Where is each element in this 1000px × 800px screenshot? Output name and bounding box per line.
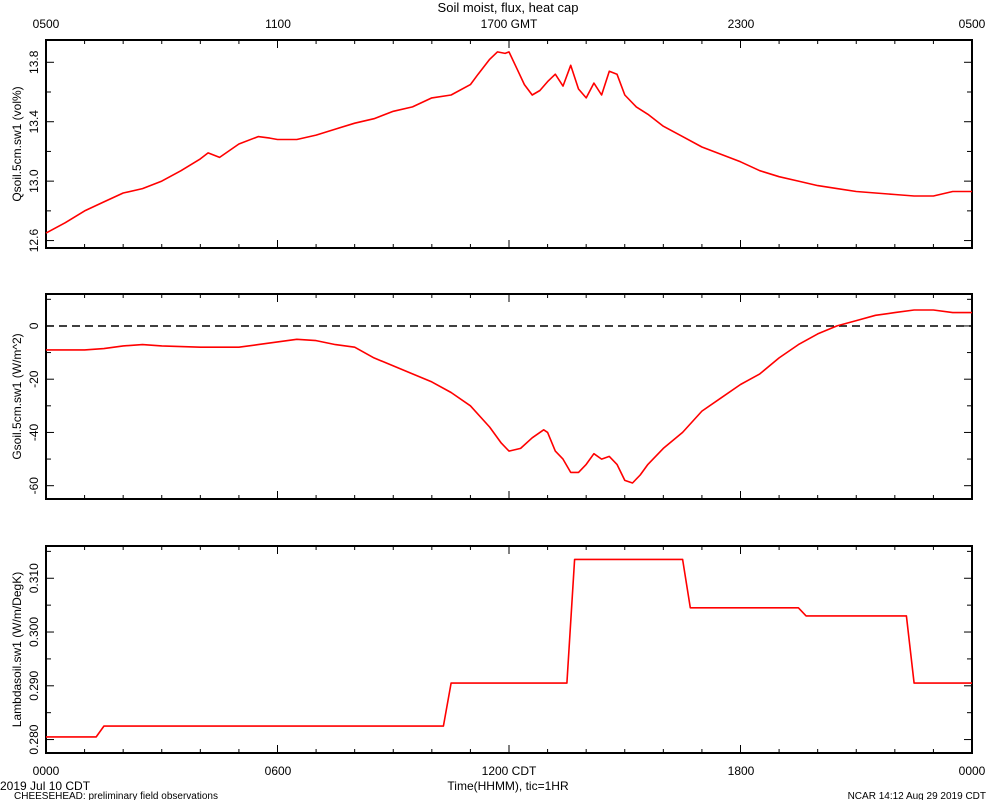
bottom-tick-label: 0600 [265,764,292,778]
y-tick-label: 13.0 [27,169,41,193]
top-axis-tick-labels: 0500 1100 1700 GMT 2300 0500 [33,17,986,31]
y-tick-label: 12.6 [27,229,41,253]
footer-right: NCAR 14:12 Aug 29 2019 CDT [848,791,986,800]
top-tick-label: 0500 [33,17,60,31]
y-tick-label: 0.280 [27,724,41,754]
top-tick-label: 2300 [728,17,755,31]
y-tick-label: 0.310 [27,563,41,593]
series-line [46,309,972,484]
y-tick-label: 0.290 [27,670,41,700]
bottom-tick-label: 1200 CDT [482,764,537,778]
y-tick-label: -20 [27,370,41,388]
y-tick-label: -40 [27,423,41,441]
series-line [46,558,972,738]
panel-frame [45,545,973,754]
panel-frame [45,293,973,500]
y-axis-label: Gsoil.5cm.sw1 (W/m^2) [10,333,24,459]
bottom-axis-tick-labels: 0000 0600 1200 CDT 1800 0000 [33,764,986,778]
bottom-tick-label: 0000 [33,764,60,778]
y-tick-label: -60 [27,477,41,495]
top-tick-label: 0500 [959,17,986,31]
x-axis-label: Time(HHMM), tic=1HR [447,779,569,793]
y-tick-label: 0.300 [27,617,41,647]
panel-frame [45,39,973,249]
y-tick-label: 0 [27,322,41,329]
top-tick-label: 1100 [265,17,291,31]
y-tick-label: 13.4 [27,110,41,134]
y-axis-label: Lambdasoil.sw1 (W/m/DegK) [10,572,24,727]
date-label: 2019 Jul 10 CDT [0,779,91,793]
top-tick-label: 1700 GMT [481,17,538,31]
series-line [45,51,972,234]
bottom-tick-label: 1800 [728,764,755,778]
y-axis-label: Qsoil.5cm.sw1 (vol%) [10,86,24,201]
y-tick-label: 13.8 [27,50,41,74]
footer-left: CHEESEHEAD: preliminary field observatio… [14,791,218,800]
chart-title: Soil moist, flux, heat cap [438,0,579,15]
bottom-tick-label: 0000 [959,764,986,778]
